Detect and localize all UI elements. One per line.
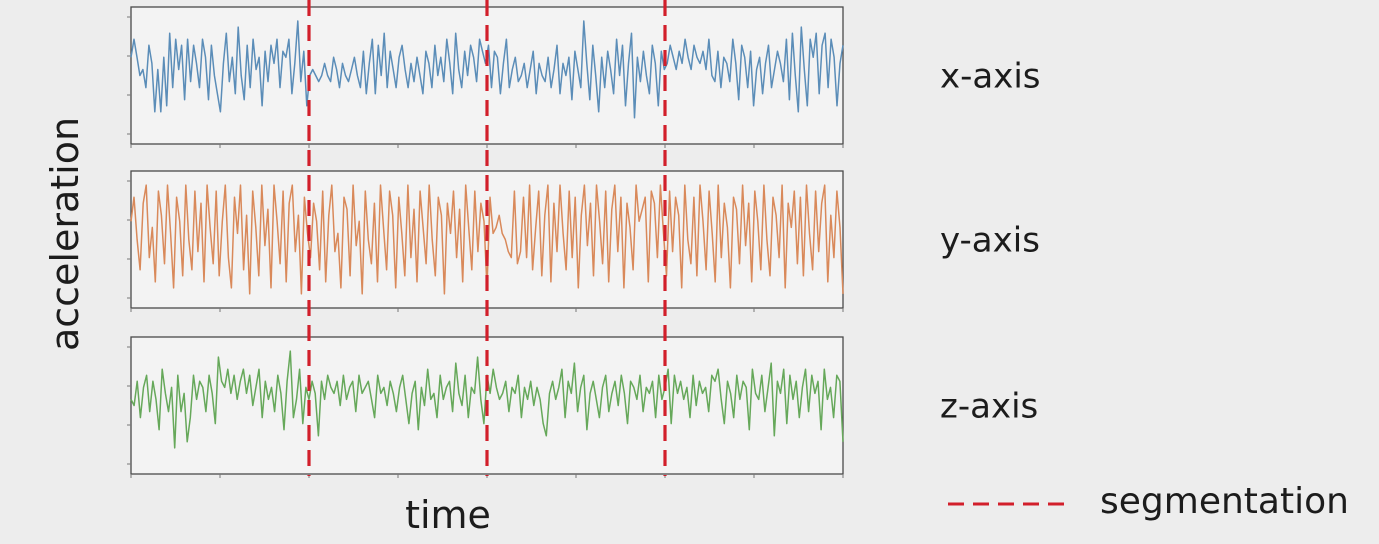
segmentation-legend-label: segmentation (1100, 481, 1349, 522)
panel-y-axis (127, 170, 844, 312)
series-label-y-axis: y-axis (940, 221, 1040, 261)
series-label-x-axis: x-axis (940, 57, 1041, 97)
panel-z-axis (127, 336, 844, 478)
series-label-z-axis: z-axis (940, 387, 1038, 427)
series-labels: x-axis y-axis z-axis (940, 57, 1041, 427)
segmentation-lines (307, 0, 667, 476)
chart-panels (127, 6, 844, 478)
panel-x-axis (127, 6, 844, 148)
y-axis-label: acceleration (43, 117, 87, 351)
x-axis-label: time (405, 493, 491, 537)
